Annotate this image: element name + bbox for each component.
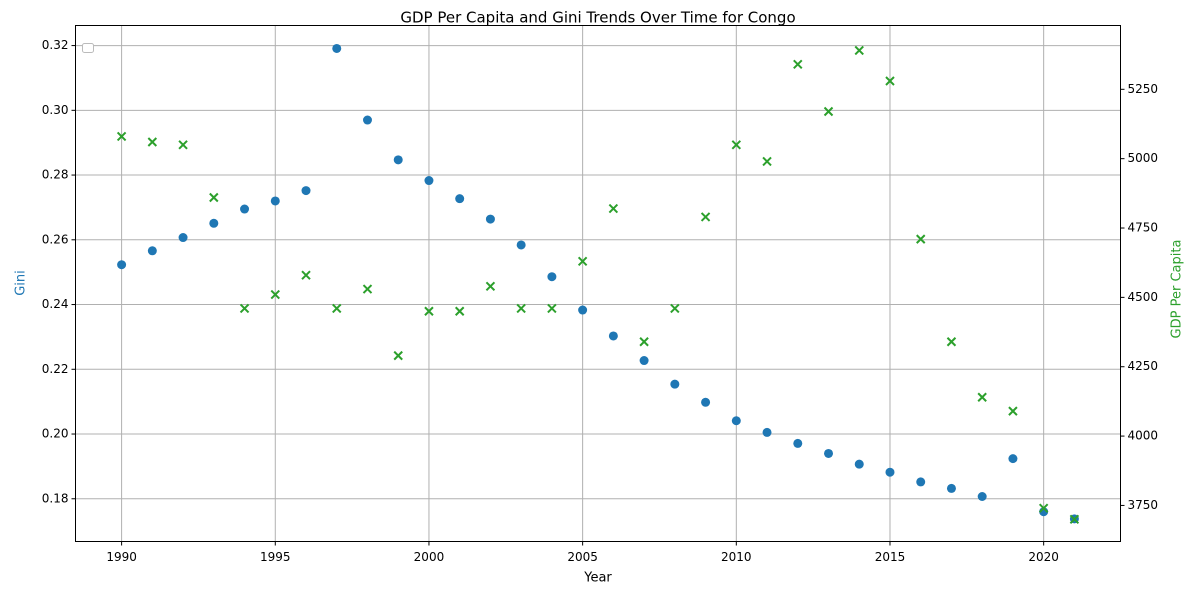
- gini-point: [393, 155, 403, 165]
- gdp-point: [670, 303, 680, 314]
- gdp-point: [270, 289, 280, 300]
- gini-point: [885, 467, 895, 477]
- gdp-point: [854, 45, 864, 56]
- gini-point: [455, 194, 465, 204]
- gdp-point: [147, 137, 158, 147]
- gini-point: [916, 477, 926, 487]
- gini-point: [147, 246, 157, 256]
- gdp-series: [116, 45, 1080, 525]
- x-tick-label: 2000: [414, 550, 445, 564]
- gdp-point: [209, 192, 219, 203]
- y-left-axis-ticks: 0.18 0.20 0.22 0.24 0.26 0.28 0.30 0.32: [42, 38, 76, 505]
- gini-point: [731, 416, 741, 426]
- x-tick-label: 1995: [260, 550, 291, 564]
- gini-point: [701, 397, 711, 407]
- gini-point: [946, 483, 956, 493]
- gdp-point: [393, 350, 403, 361]
- gdp-point: [239, 303, 250, 314]
- gdp-point: [116, 131, 127, 142]
- gini-point: [332, 43, 342, 53]
- gdp-point: [178, 140, 188, 150]
- y-left-tick-label: 0.32: [42, 38, 69, 52]
- gdp-point: [1069, 514, 1080, 525]
- x-tick-label: 2015: [875, 550, 906, 564]
- gini-point: [117, 260, 127, 270]
- gdp-point: [485, 281, 496, 291]
- grid-lines: [75, 25, 1121, 542]
- gdp-point: [424, 306, 434, 316]
- y-right-axis-ticks: 3750 4000 4250 4500 4750 5000 5250: [1120, 82, 1159, 512]
- x-axis-label: Year: [583, 571, 612, 586]
- gdp-point: [700, 212, 711, 222]
- gdp-point: [885, 76, 895, 86]
- gdp-point: [762, 156, 772, 167]
- gdp-point: [1038, 503, 1049, 513]
- gini-point: [516, 240, 526, 250]
- y-left-axis-label: Gini: [14, 270, 29, 296]
- gdp-point: [639, 337, 649, 347]
- gini-point: [178, 233, 188, 243]
- y-left-tick-label: 0.24: [42, 297, 69, 311]
- gini-point: [485, 214, 495, 224]
- gdp-point: [454, 306, 465, 316]
- x-tick-label: 1990: [106, 550, 137, 564]
- y-right-tick-label: 5000: [1128, 151, 1159, 165]
- gini-point: [824, 448, 834, 458]
- gdp-point: [362, 284, 373, 294]
- gdp-point: [547, 303, 557, 314]
- gini-point: [608, 331, 618, 341]
- x-tick-label: 2020: [1028, 550, 1059, 564]
- y-left-tick-label: 0.22: [42, 362, 69, 376]
- y-left-tick-label: 0.20: [42, 427, 69, 441]
- gdp-point: [916, 234, 926, 244]
- x-tick-label: 2010: [721, 550, 752, 564]
- x-axis-ticks: 1990 1995 2000 2005 2010 2015 2020: [106, 541, 1059, 564]
- y-left-tick-label: 0.18: [42, 491, 69, 505]
- legend-box: [82, 43, 94, 53]
- gdp-point: [977, 392, 987, 402]
- gdp-point: [301, 270, 311, 280]
- x-tick-label: 2005: [567, 550, 598, 564]
- gini-point: [362, 115, 372, 125]
- y-right-tick-label: 3750: [1128, 498, 1159, 512]
- y-left-tick-label: 0.30: [42, 103, 69, 117]
- y-right-tick-label: 4250: [1128, 359, 1159, 373]
- gini-point: [301, 186, 311, 196]
- gini-point: [578, 305, 588, 315]
- y-left-tick-label: 0.26: [42, 232, 69, 246]
- gini-point: [977, 492, 987, 502]
- gdp-point: [946, 337, 957, 347]
- gdp-point: [823, 106, 834, 117]
- gdp-point: [577, 256, 588, 267]
- chart-title: GDP Per Capita and Gini Trends Over Time…: [400, 9, 795, 27]
- y-right-tick-label: 4000: [1128, 429, 1159, 443]
- y-left-tick-label: 0.28: [42, 168, 69, 182]
- gdp-point: [516, 303, 526, 314]
- plot-frame: [75, 25, 1121, 542]
- gini-point: [854, 459, 864, 469]
- gdp-point: [608, 203, 619, 214]
- y-right-tick-label: 4500: [1128, 290, 1159, 304]
- gini-point: [762, 427, 772, 437]
- gini-point: [424, 176, 434, 186]
- gini-point: [240, 204, 250, 214]
- gini-point: [547, 272, 557, 282]
- y-right-axis-label: GDP Per Capita: [1170, 240, 1185, 339]
- gini-point: [793, 438, 803, 448]
- gini-point: [209, 218, 219, 228]
- gdp-point: [793, 59, 803, 70]
- gdp-point: [731, 140, 742, 150]
- gini-point: [670, 379, 680, 389]
- gini-point: [270, 196, 280, 206]
- gdp-point: [1008, 406, 1018, 416]
- y-right-tick-label: 4750: [1128, 221, 1159, 235]
- gini-point: [639, 356, 649, 366]
- gini-series: [117, 43, 1079, 524]
- gini-point: [1008, 454, 1018, 464]
- y-right-tick-label: 5250: [1128, 82, 1159, 96]
- gdp-point: [332, 303, 342, 314]
